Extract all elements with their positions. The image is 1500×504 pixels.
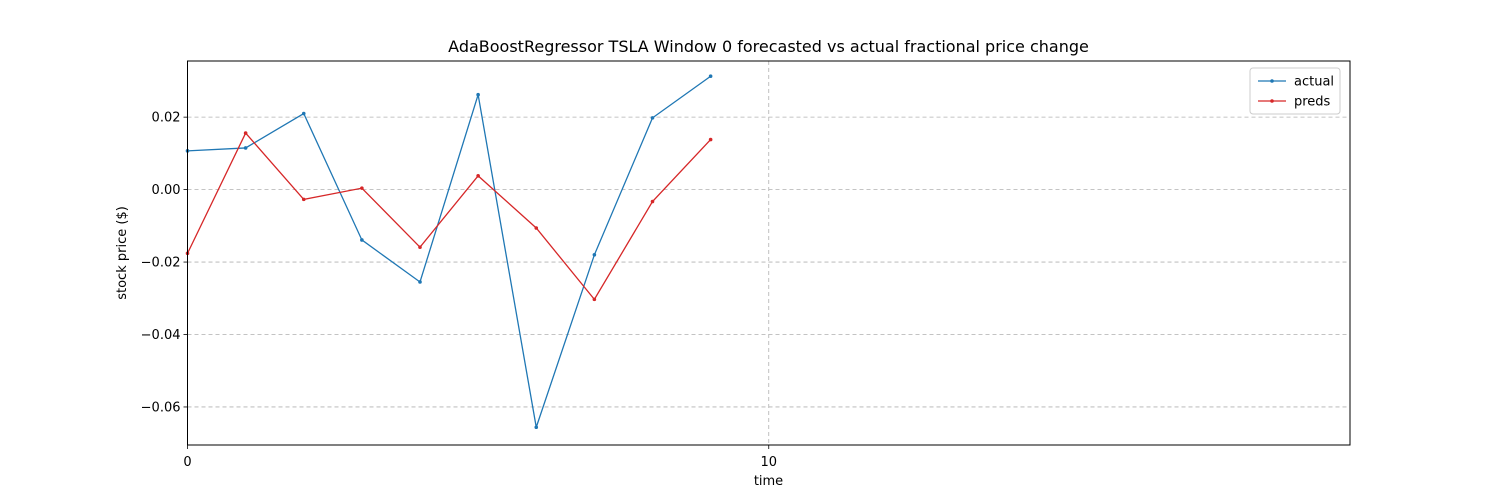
data-point-preds xyxy=(418,245,422,250)
data-point-preds xyxy=(476,174,480,178)
data-point-actual xyxy=(301,111,306,116)
data-point-preds xyxy=(360,186,364,190)
legend-label-preds: preds xyxy=(1294,95,1331,110)
data-point-preds xyxy=(534,226,539,230)
data-point-actual xyxy=(476,92,480,97)
y-tick-label: −0.06 xyxy=(141,400,181,415)
data-point-actual xyxy=(708,74,713,79)
y-tick-label: −0.04 xyxy=(141,328,181,343)
data-point-preds xyxy=(592,297,597,302)
y-tick-label: 0.02 xyxy=(152,111,181,126)
y-tick-label: 0.00 xyxy=(152,183,181,198)
data-point-actual xyxy=(650,116,655,120)
ticks: 0.02 0.00 −0.02 −0.04 −0.06 0 10 xyxy=(141,111,777,470)
chart-title: AdaBoostRegressor TSLA Window 0 forecast… xyxy=(448,37,1089,56)
series-line-preds xyxy=(186,131,712,301)
legend-marker-actual xyxy=(1270,79,1274,83)
data-point-actual xyxy=(592,253,597,257)
data-point-actual xyxy=(243,146,248,150)
legend-marker-preds xyxy=(1270,99,1274,103)
series-layer xyxy=(185,74,713,430)
grid xyxy=(187,61,1350,445)
legend: actual preds xyxy=(1249,67,1341,115)
legend-label-actual: actual xyxy=(1294,75,1334,90)
data-point-preds xyxy=(301,197,306,202)
x-tick-label: 0 xyxy=(183,455,191,470)
data-point-preds xyxy=(650,199,655,204)
data-point-actual xyxy=(360,238,364,242)
data-point-preds xyxy=(243,131,248,135)
y-axis-label: stock price ($) xyxy=(115,206,130,300)
data-point-preds xyxy=(708,137,713,142)
y-tick-label: −0.02 xyxy=(141,256,181,271)
x-tick-label: 10 xyxy=(760,455,777,470)
x-axis-label: time xyxy=(754,474,783,489)
series-line-actual xyxy=(187,75,712,428)
data-point-actual xyxy=(534,425,539,430)
data-point-actual xyxy=(418,280,422,284)
